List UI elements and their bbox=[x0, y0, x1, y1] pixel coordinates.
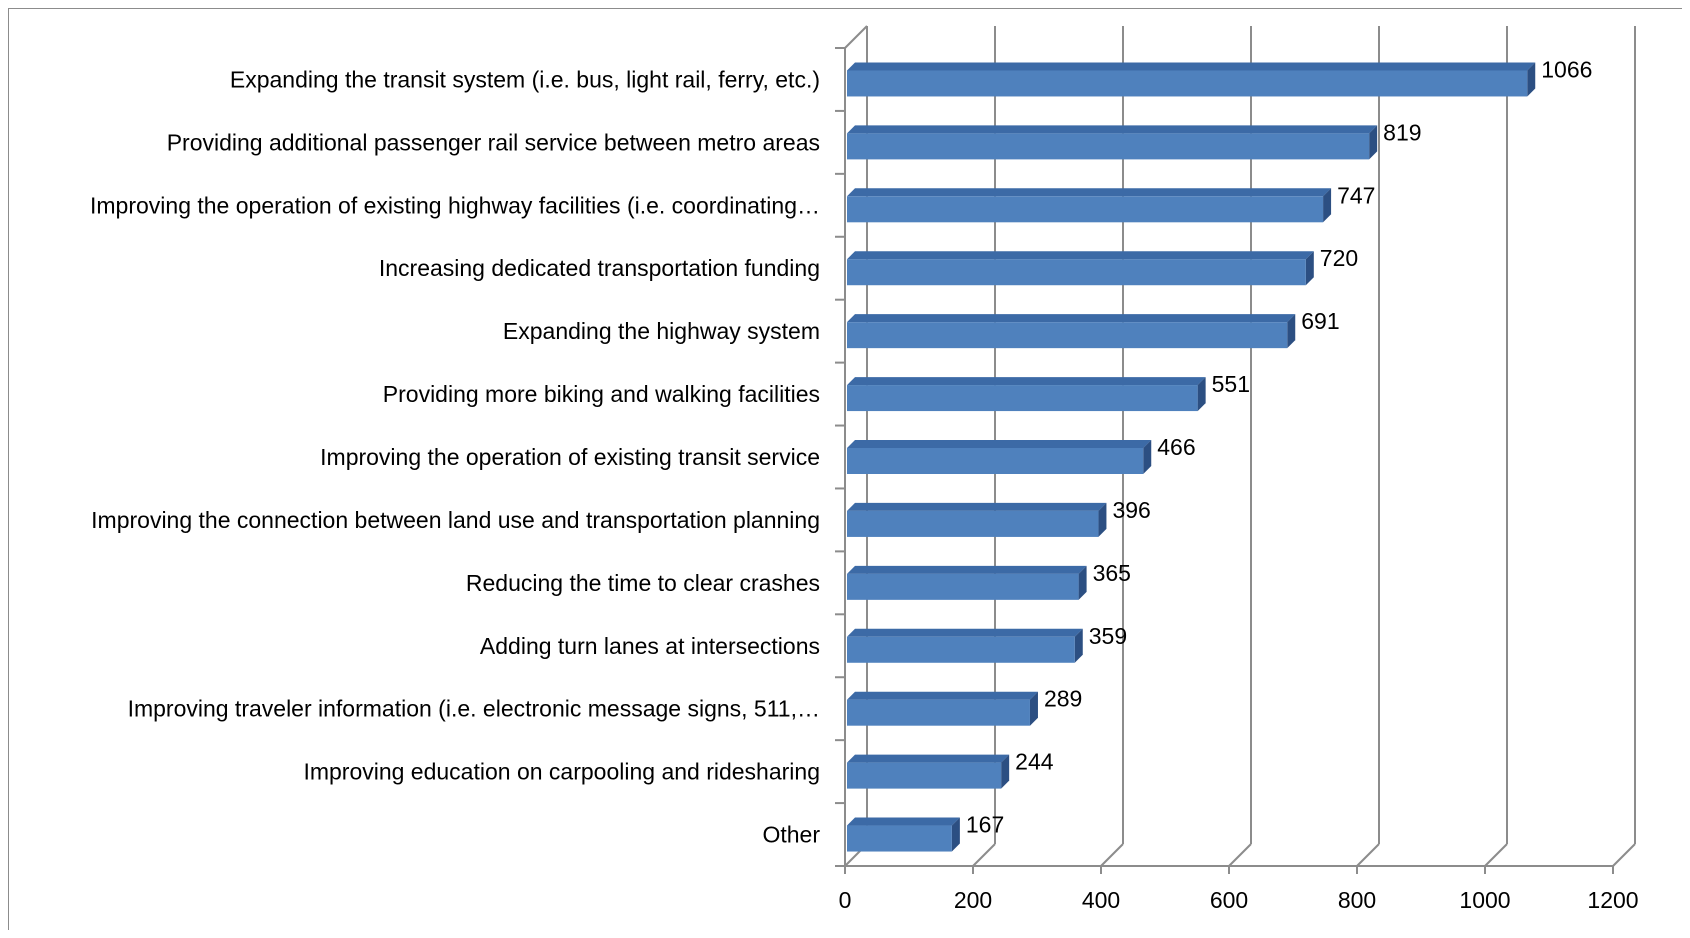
data-label: 747 bbox=[1337, 182, 1375, 208]
data-label: 720 bbox=[1320, 245, 1358, 271]
x-tick-labels: 0 200 400 600 800 1000 1200 bbox=[839, 887, 1639, 913]
data-label: 691 bbox=[1301, 308, 1339, 334]
category-label: Improving the connection between land us… bbox=[91, 507, 820, 533]
bar-front-face bbox=[847, 196, 1324, 223]
x-tick-label: 1000 bbox=[1459, 887, 1510, 913]
data-label: 396 bbox=[1112, 497, 1150, 523]
bar-top-face bbox=[847, 314, 1296, 323]
data-label: 1066 bbox=[1541, 56, 1592, 82]
bar bbox=[847, 817, 960, 852]
bar-front-face bbox=[847, 322, 1288, 349]
category-label: Improving traveler information (i.e. ele… bbox=[128, 696, 820, 722]
bar-side-face bbox=[1074, 628, 1083, 663]
category-label: Increasing dedicated transportation fund… bbox=[379, 255, 820, 281]
bar-top-face bbox=[847, 251, 1314, 260]
data-label: 167 bbox=[966, 812, 1004, 838]
category-labels: Expanding the transit system (i.e. bus, … bbox=[90, 66, 820, 847]
bar-front-face bbox=[847, 573, 1079, 600]
bar bbox=[847, 314, 1296, 349]
category-label: Providing additional passenger rail serv… bbox=[167, 129, 820, 155]
chart-frame bbox=[8, 8, 1682, 930]
data-label: 551 bbox=[1212, 371, 1250, 397]
bar-front-face bbox=[847, 448, 1144, 474]
bar-side-face bbox=[1029, 691, 1038, 726]
bar-front-face bbox=[847, 133, 1370, 160]
x-tick-label: 800 bbox=[1338, 887, 1376, 913]
floor-gridline bbox=[1356, 843, 1380, 867]
bar-side-face bbox=[1098, 502, 1107, 537]
data-label: 365 bbox=[1093, 560, 1131, 586]
bar-top-face bbox=[847, 817, 960, 826]
bar bbox=[847, 251, 1314, 286]
x-tick-label: 0 bbox=[839, 887, 852, 913]
bar bbox=[847, 188, 1332, 223]
bar-top-face bbox=[847, 377, 1206, 386]
bar-side-face bbox=[951, 817, 960, 852]
bar-side-face bbox=[1287, 314, 1296, 349]
wall-top-edge bbox=[844, 25, 868, 49]
bar-top-face bbox=[847, 62, 1536, 71]
data-label: 244 bbox=[1015, 749, 1054, 775]
bar-front-face bbox=[847, 385, 1198, 412]
bar-top-face bbox=[847, 565, 1087, 574]
bar-top-face bbox=[847, 125, 1378, 134]
floor-gridline bbox=[972, 843, 996, 867]
bar bbox=[847, 565, 1087, 600]
floor-gridline bbox=[1228, 843, 1252, 867]
bar-side-face bbox=[1369, 125, 1378, 160]
category-label: Improving education on carpooling and ri… bbox=[303, 759, 820, 785]
bar-side-face bbox=[1078, 565, 1087, 600]
category-label: Improving the operation of existing tran… bbox=[320, 444, 820, 470]
bar-top-face bbox=[847, 691, 1038, 700]
bar-side-face bbox=[1527, 62, 1536, 97]
bar bbox=[847, 125, 1378, 160]
bar-front-face bbox=[847, 259, 1306, 286]
bar-side-face bbox=[1323, 188, 1332, 223]
category-label: Adding turn lanes at intersections bbox=[480, 633, 820, 659]
category-label: Reducing the time to clear crashes bbox=[466, 570, 820, 596]
bar bbox=[847, 377, 1206, 412]
data-label: 819 bbox=[1383, 119, 1421, 145]
bars bbox=[847, 62, 1536, 852]
bar-side-face bbox=[1305, 251, 1314, 286]
bar-side-face bbox=[1001, 754, 1010, 789]
data-label: 359 bbox=[1089, 623, 1127, 649]
bar bbox=[847, 691, 1038, 726]
x-tick-label: 400 bbox=[1082, 887, 1120, 913]
bar bbox=[847, 628, 1083, 663]
x-tick-label: 600 bbox=[1210, 887, 1248, 913]
x-tick-label: 200 bbox=[954, 887, 992, 913]
bar-front-face bbox=[847, 762, 1002, 789]
bar-front-face bbox=[847, 70, 1528, 97]
floor-gridline bbox=[1612, 843, 1636, 867]
bar-side-face bbox=[1197, 377, 1206, 412]
bar bbox=[847, 440, 1152, 474]
bar-top-face bbox=[847, 502, 1107, 511]
bar-front-face bbox=[847, 636, 1075, 663]
bar-side-face bbox=[1143, 440, 1152, 474]
bar-front-face bbox=[847, 510, 1099, 537]
x-tick-label: 1200 bbox=[1587, 887, 1638, 913]
data-label: 466 bbox=[1157, 434, 1195, 460]
category-label: Expanding the highway system bbox=[503, 318, 820, 344]
data-label: 289 bbox=[1044, 686, 1082, 712]
category-label: Improving the operation of existing high… bbox=[90, 192, 820, 218]
bar bbox=[847, 754, 1010, 789]
bar-top-face bbox=[847, 628, 1083, 637]
category-label: Expanding the transit system (i.e. bus, … bbox=[230, 66, 820, 92]
bar-top-face bbox=[847, 440, 1152, 448]
bar bbox=[847, 62, 1536, 97]
data-labels: 1066 819 747 720 691 551 466 396 365 359 289 244 167 bbox=[966, 56, 1593, 837]
bar-front-face bbox=[847, 699, 1030, 726]
bar-top-face bbox=[847, 188, 1332, 197]
bar bbox=[847, 502, 1107, 537]
bar-top-face bbox=[847, 754, 1010, 763]
category-label: Other bbox=[762, 822, 820, 848]
floor-gridline bbox=[1484, 843, 1508, 867]
bar-front-face bbox=[847, 825, 952, 852]
category-label: Providing more biking and walking facili… bbox=[383, 381, 820, 407]
floor-gridline bbox=[1100, 843, 1124, 867]
